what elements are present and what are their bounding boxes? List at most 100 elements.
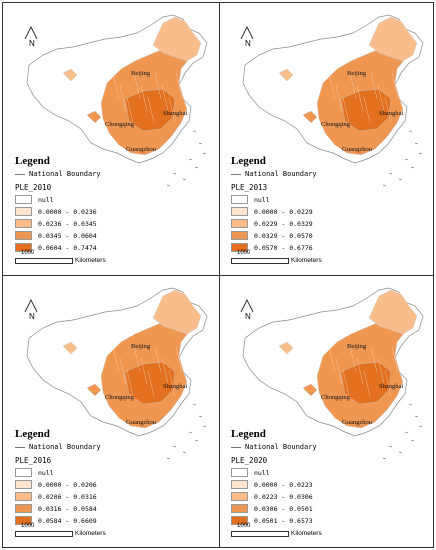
north-arrow-icon: N — [237, 298, 257, 324]
south-sea-island — [404, 158, 409, 161]
map-panel-2016: N Beijing Shanghai Chongqing Guangzhou Legend… — [3, 276, 217, 547]
scale-bar-line — [15, 531, 73, 537]
northeast-region — [368, 289, 418, 335]
prefecture-boundary — [349, 345, 357, 373]
legend-swatch — [15, 231, 32, 240]
south-sea-island — [398, 178, 403, 181]
legend-swatch — [231, 195, 248, 204]
legend-swatch — [15, 219, 32, 228]
north-arrow-icon: N — [237, 25, 257, 51]
prefecture-boundary — [356, 357, 364, 385]
legend-boundary: National Boundary — [231, 443, 317, 451]
south-sea-island — [192, 130, 197, 133]
legend-swatch — [15, 492, 32, 501]
south-sea-island — [182, 178, 187, 181]
south-sea-island — [388, 445, 393, 448]
legend-swatch — [231, 480, 248, 489]
legend-swatch — [231, 207, 248, 216]
prefecture-boundary — [349, 72, 357, 100]
legend-item: 0.0570 - 0.6776 — [231, 242, 313, 253]
south-sea-island — [410, 439, 415, 442]
north-label: N — [29, 312, 35, 321]
south-sea-island — [188, 158, 193, 161]
city-label: Beijing — [347, 70, 367, 77]
prefecture-boundary — [342, 369, 350, 397]
south-sea-island — [404, 431, 409, 434]
south-sea-island — [166, 457, 171, 460]
prefecture-boundary — [126, 369, 134, 397]
legend-title: Legend — [15, 155, 50, 167]
city-label: Guangzhou — [126, 419, 156, 426]
legend-item: 0.0604 - 0.7474 — [15, 242, 97, 253]
map-panel-2010: N Beijing Shanghai Chongqing Guangzhou Legend… — [3, 3, 217, 274]
legend-swatch — [15, 207, 32, 216]
city-label: Beijing — [347, 343, 367, 350]
legend-swatch — [231, 243, 248, 252]
china-map — [26, 287, 208, 460]
prefecture-boundary — [377, 84, 385, 112]
city-label: Chongqing — [321, 121, 350, 128]
legend-swatch — [15, 504, 32, 513]
south-sea-island — [182, 451, 187, 454]
legend-variable: PLE_2016 — [15, 456, 52, 465]
south-sea-island — [166, 184, 171, 187]
legend-item: 0.0236 - 0.0345 — [15, 218, 97, 229]
legend-item: 0.0316 - 0.0584 — [15, 503, 97, 514]
southwest-city-region — [86, 110, 102, 124]
prefecture-boundary — [335, 357, 343, 385]
legend-item-null: null — [15, 467, 97, 478]
legend-item: 0.0000 - 0.0236 — [15, 206, 97, 217]
south-sea-island — [382, 184, 387, 187]
prefecture-boundary — [384, 96, 392, 124]
prefecture-boundary — [154, 72, 162, 100]
city-label: Beijing — [131, 70, 151, 77]
south-sea-island — [418, 425, 423, 428]
prefecture-boundary — [175, 72, 183, 100]
south-sea-island — [414, 142, 419, 145]
south-sea-island — [202, 152, 207, 155]
prefecture-boundary — [363, 96, 371, 124]
legend-item: 0.0584 - 0.6609 — [15, 515, 97, 526]
legend-title: Legend — [231, 428, 266, 440]
city-label: Shanghai — [163, 383, 188, 390]
prefecture-boundary — [140, 84, 148, 112]
scale-unit: Kilometers — [291, 530, 322, 537]
prefecture-boundary — [126, 96, 134, 124]
north-arrow-icon: N — [21, 25, 41, 51]
prefecture-boundary — [342, 96, 350, 124]
legend-variable: PLE_2020 — [231, 456, 268, 465]
prefecture-boundary — [119, 84, 127, 112]
south-sea-island — [398, 451, 403, 454]
legend-boundary: National Boundary — [15, 443, 101, 451]
legend-classes: null 0.0000 - 0.0206 0.0206 - 0.0316 0.0316… — [15, 467, 97, 527]
prefecture-boundary — [175, 345, 183, 373]
legend-swatch — [15, 243, 32, 252]
legend-item-null: null — [231, 194, 313, 205]
western-city-region — [62, 68, 78, 82]
southwest-city-region — [302, 383, 318, 397]
prefecture-boundary — [391, 345, 399, 373]
china-map — [242, 14, 424, 187]
prefecture-boundary — [168, 369, 176, 397]
north-label: N — [29, 39, 35, 48]
south-sea-island — [194, 439, 199, 442]
legend-boundary: National Boundary — [15, 170, 101, 178]
south-sea-island — [382, 457, 387, 460]
north-label: N — [245, 312, 251, 321]
legend-item-null: null — [231, 467, 313, 478]
prefecture-boundary — [112, 72, 120, 100]
legend-classes: null 0.0000 - 0.0229 0.0229 - 0.0329 0.0329… — [231, 194, 313, 254]
northeast-region — [152, 289, 202, 335]
prefecture-boundary — [119, 357, 127, 385]
scale-value: 1000 — [21, 250, 35, 256]
china-map — [26, 14, 208, 187]
south-sea-island — [198, 415, 203, 418]
legend-swatch — [231, 504, 248, 513]
legend-title: Legend — [231, 155, 266, 167]
prefecture-boundary — [147, 96, 155, 124]
south-sea-island — [414, 415, 419, 418]
legend-item: 0.0000 - 0.0206 — [15, 479, 97, 490]
city-label: Beijing — [131, 343, 151, 350]
scale-value: 1000 — [237, 250, 251, 256]
